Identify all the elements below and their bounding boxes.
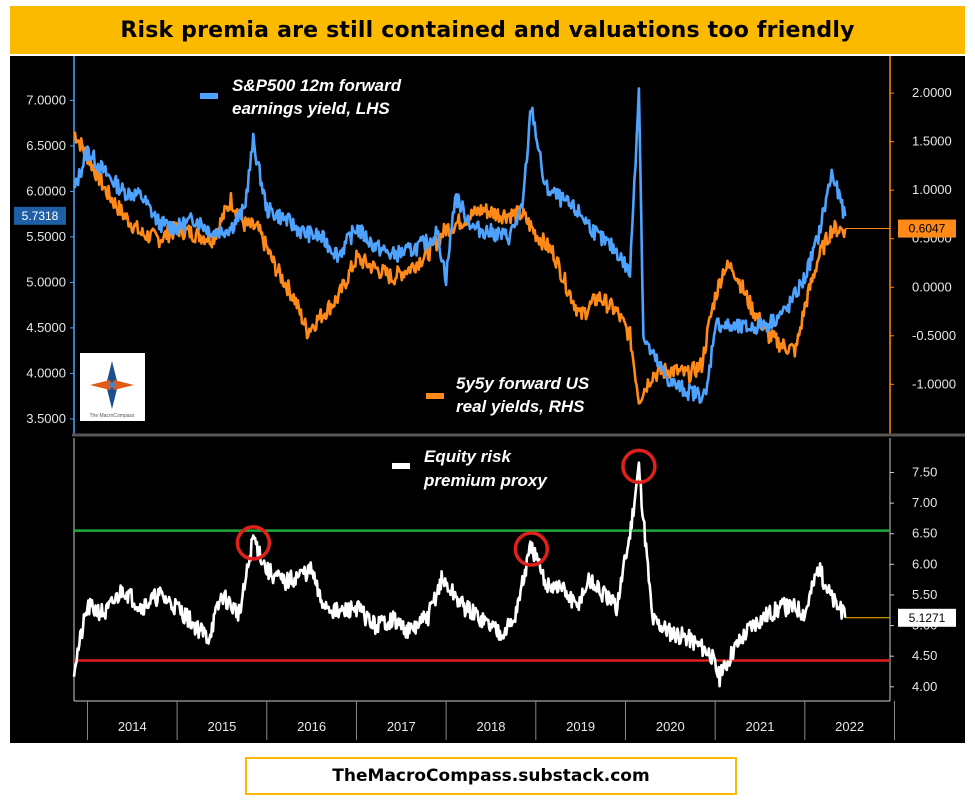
bottom-tick-label: 6.00 xyxy=(912,556,937,571)
legend-real-yield-line1: 5y5y forward US xyxy=(456,374,590,393)
macrocompass-logo: The MacroCompass xyxy=(80,353,145,421)
legend-real-yield-line2: real yields, RHS xyxy=(456,397,585,416)
earnings-yield-last-box xyxy=(14,206,66,225)
legend-erp: Equity risk premium proxy xyxy=(392,447,548,490)
erp-line xyxy=(72,461,847,688)
bottom-tick-label: 4.50 xyxy=(912,648,937,663)
x-tick-label: 2019 xyxy=(566,719,595,734)
bottom-tick-label: 7.00 xyxy=(912,495,937,510)
left-tick-label: 4.5000 xyxy=(26,320,66,335)
x-tick-label: 2015 xyxy=(207,719,236,734)
earnings-yield-last-label: 5.7318 xyxy=(22,209,59,223)
x-tick-label: 2021 xyxy=(746,719,775,734)
legend-earnings-yield-line1: S&P500 12m forward xyxy=(232,76,402,95)
bottom-tick-label: 5.50 xyxy=(912,587,937,602)
logo-text: The MacroCompass xyxy=(89,413,135,419)
left-tick-label: 5.0000 xyxy=(26,274,66,289)
peak-circle xyxy=(621,448,657,485)
erp-last-box xyxy=(898,608,956,627)
legend-earnings-yield: S&P500 12m forward earnings yield, LHS xyxy=(200,76,402,118)
chart-title: Risk premia are still contained and valu… xyxy=(10,6,965,54)
real-yield-last-label: 0.6047 xyxy=(909,222,946,236)
x-tick-label: 2014 xyxy=(118,719,147,734)
legend-erp-line1: Equity risk xyxy=(424,447,512,466)
peak-circle xyxy=(513,531,550,567)
real-yield-line xyxy=(73,131,847,405)
right-tick-label: 2.0000 xyxy=(912,85,952,100)
x-tick-label: 2018 xyxy=(477,719,506,734)
bottom-tick-label: 7.50 xyxy=(912,464,937,479)
chart-svg: 3.5000 4.0000 4.5000 5.0000 5.5000 6.0000 6.50… xyxy=(14,56,965,740)
left-tick-label: 3.5000 xyxy=(26,411,66,426)
legend-earnings-yield-line2: earnings yield, LHS xyxy=(232,99,390,118)
left-tick-label: 6.0000 xyxy=(26,183,66,198)
right-tick-label: 1.0000 xyxy=(912,182,952,197)
left-tick-label: 6.5000 xyxy=(26,138,66,153)
x-tick-label: 2017 xyxy=(387,719,416,734)
legend-real-yield: 5y5y forward US real yields, RHS xyxy=(426,374,590,416)
x-tick-label: 2022 xyxy=(835,719,864,734)
right-tick-label: -0.5000 xyxy=(912,328,956,343)
footer-source: TheMacroCompass.substack.com xyxy=(245,757,737,795)
bottom-tick-label: 4.00 xyxy=(912,679,937,694)
right-tick-label: 0.0000 xyxy=(912,279,952,294)
left-tick-label: 5.5000 xyxy=(26,229,66,244)
peak-circle xyxy=(235,525,272,561)
bottom-tick-label: 6.50 xyxy=(912,526,937,541)
erp-last-label: 5.1271 xyxy=(909,611,946,625)
left-tick-label: 4.0000 xyxy=(26,365,66,380)
x-tick-label: 2020 xyxy=(656,719,685,734)
chart-area: 3.5000 4.0000 4.5000 5.0000 5.5000 6.0000 6.50… xyxy=(10,56,965,743)
earnings-yield-line xyxy=(73,87,847,404)
legend-erp-line2: premium proxy xyxy=(423,471,548,490)
left-tick-label: 7.0000 xyxy=(26,92,66,107)
real-yield-last-box xyxy=(898,219,956,238)
right-tick-label: -1.0000 xyxy=(912,376,956,391)
x-tick-label: 2016 xyxy=(297,719,326,734)
right-tick-label: 1.5000 xyxy=(912,134,952,149)
